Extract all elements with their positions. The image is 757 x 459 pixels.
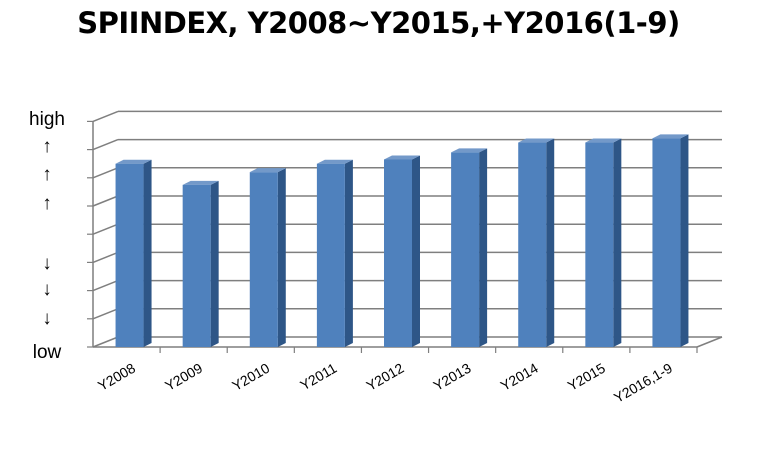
bar-top bbox=[451, 148, 488, 153]
bar-side bbox=[546, 138, 555, 347]
bar-top bbox=[115, 159, 152, 164]
bar bbox=[652, 134, 689, 347]
bar-top bbox=[518, 138, 555, 143]
y-axis-label: high bbox=[29, 109, 65, 130]
x-axis-labels: Y2008 Y2009 Y2010 Y2011 Y2012 Y2013 Y2014 Y2015… bbox=[95, 360, 675, 406]
gridline-depth bbox=[92, 195, 119, 207]
bar-front bbox=[518, 142, 547, 347]
bar bbox=[451, 148, 488, 347]
bar-side bbox=[210, 180, 219, 347]
gridline-depth bbox=[92, 279, 119, 292]
bar bbox=[249, 168, 286, 347]
y-axis-label: ↑ bbox=[42, 164, 52, 185]
bar bbox=[518, 138, 555, 347]
gridline-depth bbox=[92, 110, 119, 123]
bar-side bbox=[412, 155, 420, 347]
bar-front bbox=[249, 172, 278, 347]
y-axis-labels: high ↑ ↑ ↑ ↓ ↓ ↓ low bbox=[29, 109, 65, 363]
bar-side bbox=[143, 159, 152, 347]
bar-top bbox=[652, 134, 689, 139]
x-tick-label: Y2014 bbox=[498, 360, 541, 394]
y-axis-label: ↓ bbox=[42, 308, 52, 329]
bar-front bbox=[451, 152, 480, 347]
y-axis-label: low bbox=[33, 342, 62, 363]
bar-front bbox=[384, 159, 412, 347]
bars bbox=[115, 134, 689, 347]
bar bbox=[316, 159, 353, 347]
gridline-depth bbox=[92, 336, 119, 348]
y-axis-label: ↑ bbox=[42, 136, 52, 157]
gridline-depth bbox=[92, 308, 119, 320]
bar-side bbox=[680, 134, 689, 347]
bar bbox=[182, 180, 219, 347]
bar-top bbox=[384, 155, 420, 160]
x-tick-label: Y2012 bbox=[363, 360, 406, 394]
bar-side bbox=[479, 148, 488, 347]
bar bbox=[585, 138, 622, 347]
bar-side bbox=[613, 138, 622, 347]
x-tick-label: Y2016,1-9 bbox=[611, 360, 675, 406]
bar-front bbox=[316, 163, 345, 347]
floor-edge bbox=[696, 336, 723, 348]
gridline-depth bbox=[92, 167, 119, 179]
bar-front bbox=[115, 163, 144, 347]
gridline-depth bbox=[92, 251, 119, 264]
x-tick-label: Y2010 bbox=[229, 360, 272, 394]
bar bbox=[115, 159, 152, 347]
x-tick-label: Y2011 bbox=[297, 360, 339, 394]
bar-top bbox=[316, 159, 353, 164]
x-tick-label: Y2009 bbox=[162, 360, 205, 394]
bar-front bbox=[182, 184, 211, 347]
chart-title: SPIINDEX, Y2008~Y2015,+Y2016(1-9) bbox=[77, 6, 680, 40]
bar bbox=[384, 155, 420, 347]
x-tick-label: Y2015 bbox=[565, 360, 608, 394]
y-axis-label: ↓ bbox=[42, 253, 52, 274]
bar-top bbox=[585, 138, 622, 143]
gridline-depth bbox=[92, 138, 119, 151]
bar-side bbox=[277, 168, 286, 347]
y-axis-label: ↓ bbox=[42, 279, 52, 300]
bar-front bbox=[585, 142, 614, 347]
x-tick-label: Y2008 bbox=[95, 360, 138, 394]
bar-top bbox=[182, 180, 219, 185]
gridline-depth bbox=[92, 223, 119, 235]
x-tick-label: Y2013 bbox=[431, 360, 474, 394]
bar-front bbox=[652, 138, 681, 347]
y-axis-label: ↑ bbox=[42, 193, 52, 214]
bar-side bbox=[344, 159, 353, 347]
bar-top bbox=[249, 168, 286, 173]
